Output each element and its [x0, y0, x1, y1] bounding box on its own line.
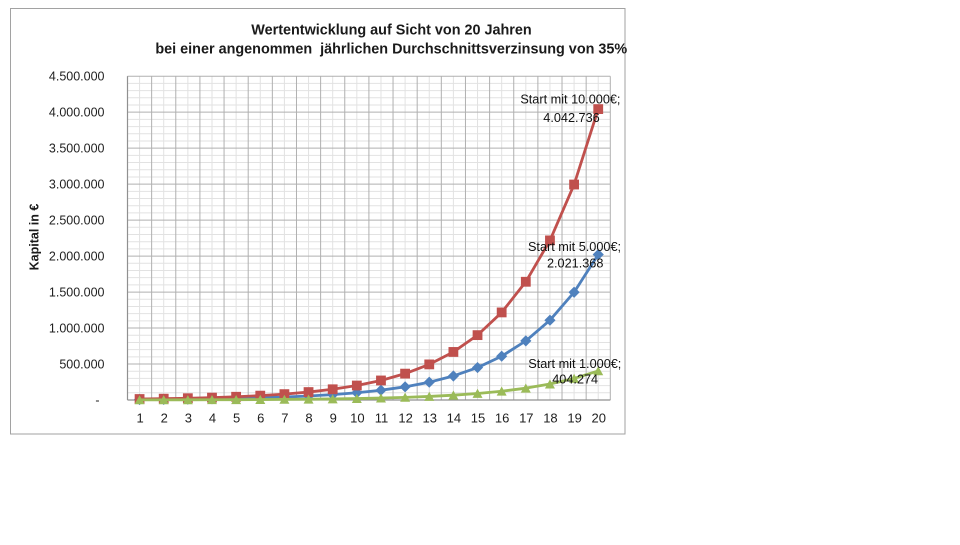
svg-text:16: 16 [495, 410, 509, 425]
svg-text:4: 4 [209, 410, 216, 425]
svg-text:2.500.000: 2.500.000 [49, 213, 105, 227]
svg-text:4.500.000: 4.500.000 [49, 70, 105, 84]
svg-text:3: 3 [185, 410, 192, 425]
svg-text:1.500.000: 1.500.000 [49, 285, 105, 299]
svg-text:4.042.736: 4.042.736 [543, 111, 599, 125]
svg-text:6: 6 [257, 410, 264, 425]
svg-text:10: 10 [350, 410, 364, 425]
svg-text:404.274: 404.274 [552, 372, 598, 386]
svg-text:3.000.000: 3.000.000 [49, 177, 105, 191]
svg-text:Wertentwicklung auf Sicht von: Wertentwicklung auf Sicht von 20 Jahren [251, 22, 531, 38]
svg-text:20: 20 [591, 410, 605, 425]
svg-text:9: 9 [330, 410, 337, 425]
svg-text:Start mit 5.000€;: Start mit 5.000€; [528, 240, 621, 254]
svg-text:1.000.000: 1.000.000 [49, 321, 105, 335]
svg-text:11: 11 [375, 410, 389, 425]
svg-text:Start mit 10.000€;: Start mit 10.000€; [520, 92, 620, 106]
svg-text:18: 18 [543, 410, 557, 425]
svg-text:7: 7 [281, 410, 288, 425]
svg-text:2: 2 [161, 410, 168, 425]
svg-text:500.000: 500.000 [59, 357, 104, 371]
svg-text:4.000.000: 4.000.000 [49, 105, 105, 119]
svg-text:2.021.368: 2.021.368 [547, 257, 603, 271]
svg-text:15: 15 [471, 410, 485, 425]
svg-text:12: 12 [398, 410, 412, 425]
svg-text:17: 17 [519, 410, 533, 425]
svg-text:2.000.000: 2.000.000 [49, 249, 105, 263]
svg-text:1: 1 [136, 410, 143, 425]
svg-text:19: 19 [567, 410, 581, 425]
svg-text:5: 5 [233, 410, 240, 425]
svg-text:13: 13 [423, 410, 437, 425]
svg-text:14: 14 [447, 410, 461, 425]
svg-text:8: 8 [305, 410, 312, 425]
svg-text:3.500.000: 3.500.000 [49, 141, 105, 155]
svg-text:-: - [95, 393, 99, 407]
svg-text:Kapital in €: Kapital in € [28, 204, 42, 271]
svg-text:Start mit 1.000€;: Start mit 1.000€; [528, 357, 621, 371]
svg-text:bei einer angenommen jährlich: bei einer angenommen jährlichen Durchsch… [155, 42, 627, 58]
